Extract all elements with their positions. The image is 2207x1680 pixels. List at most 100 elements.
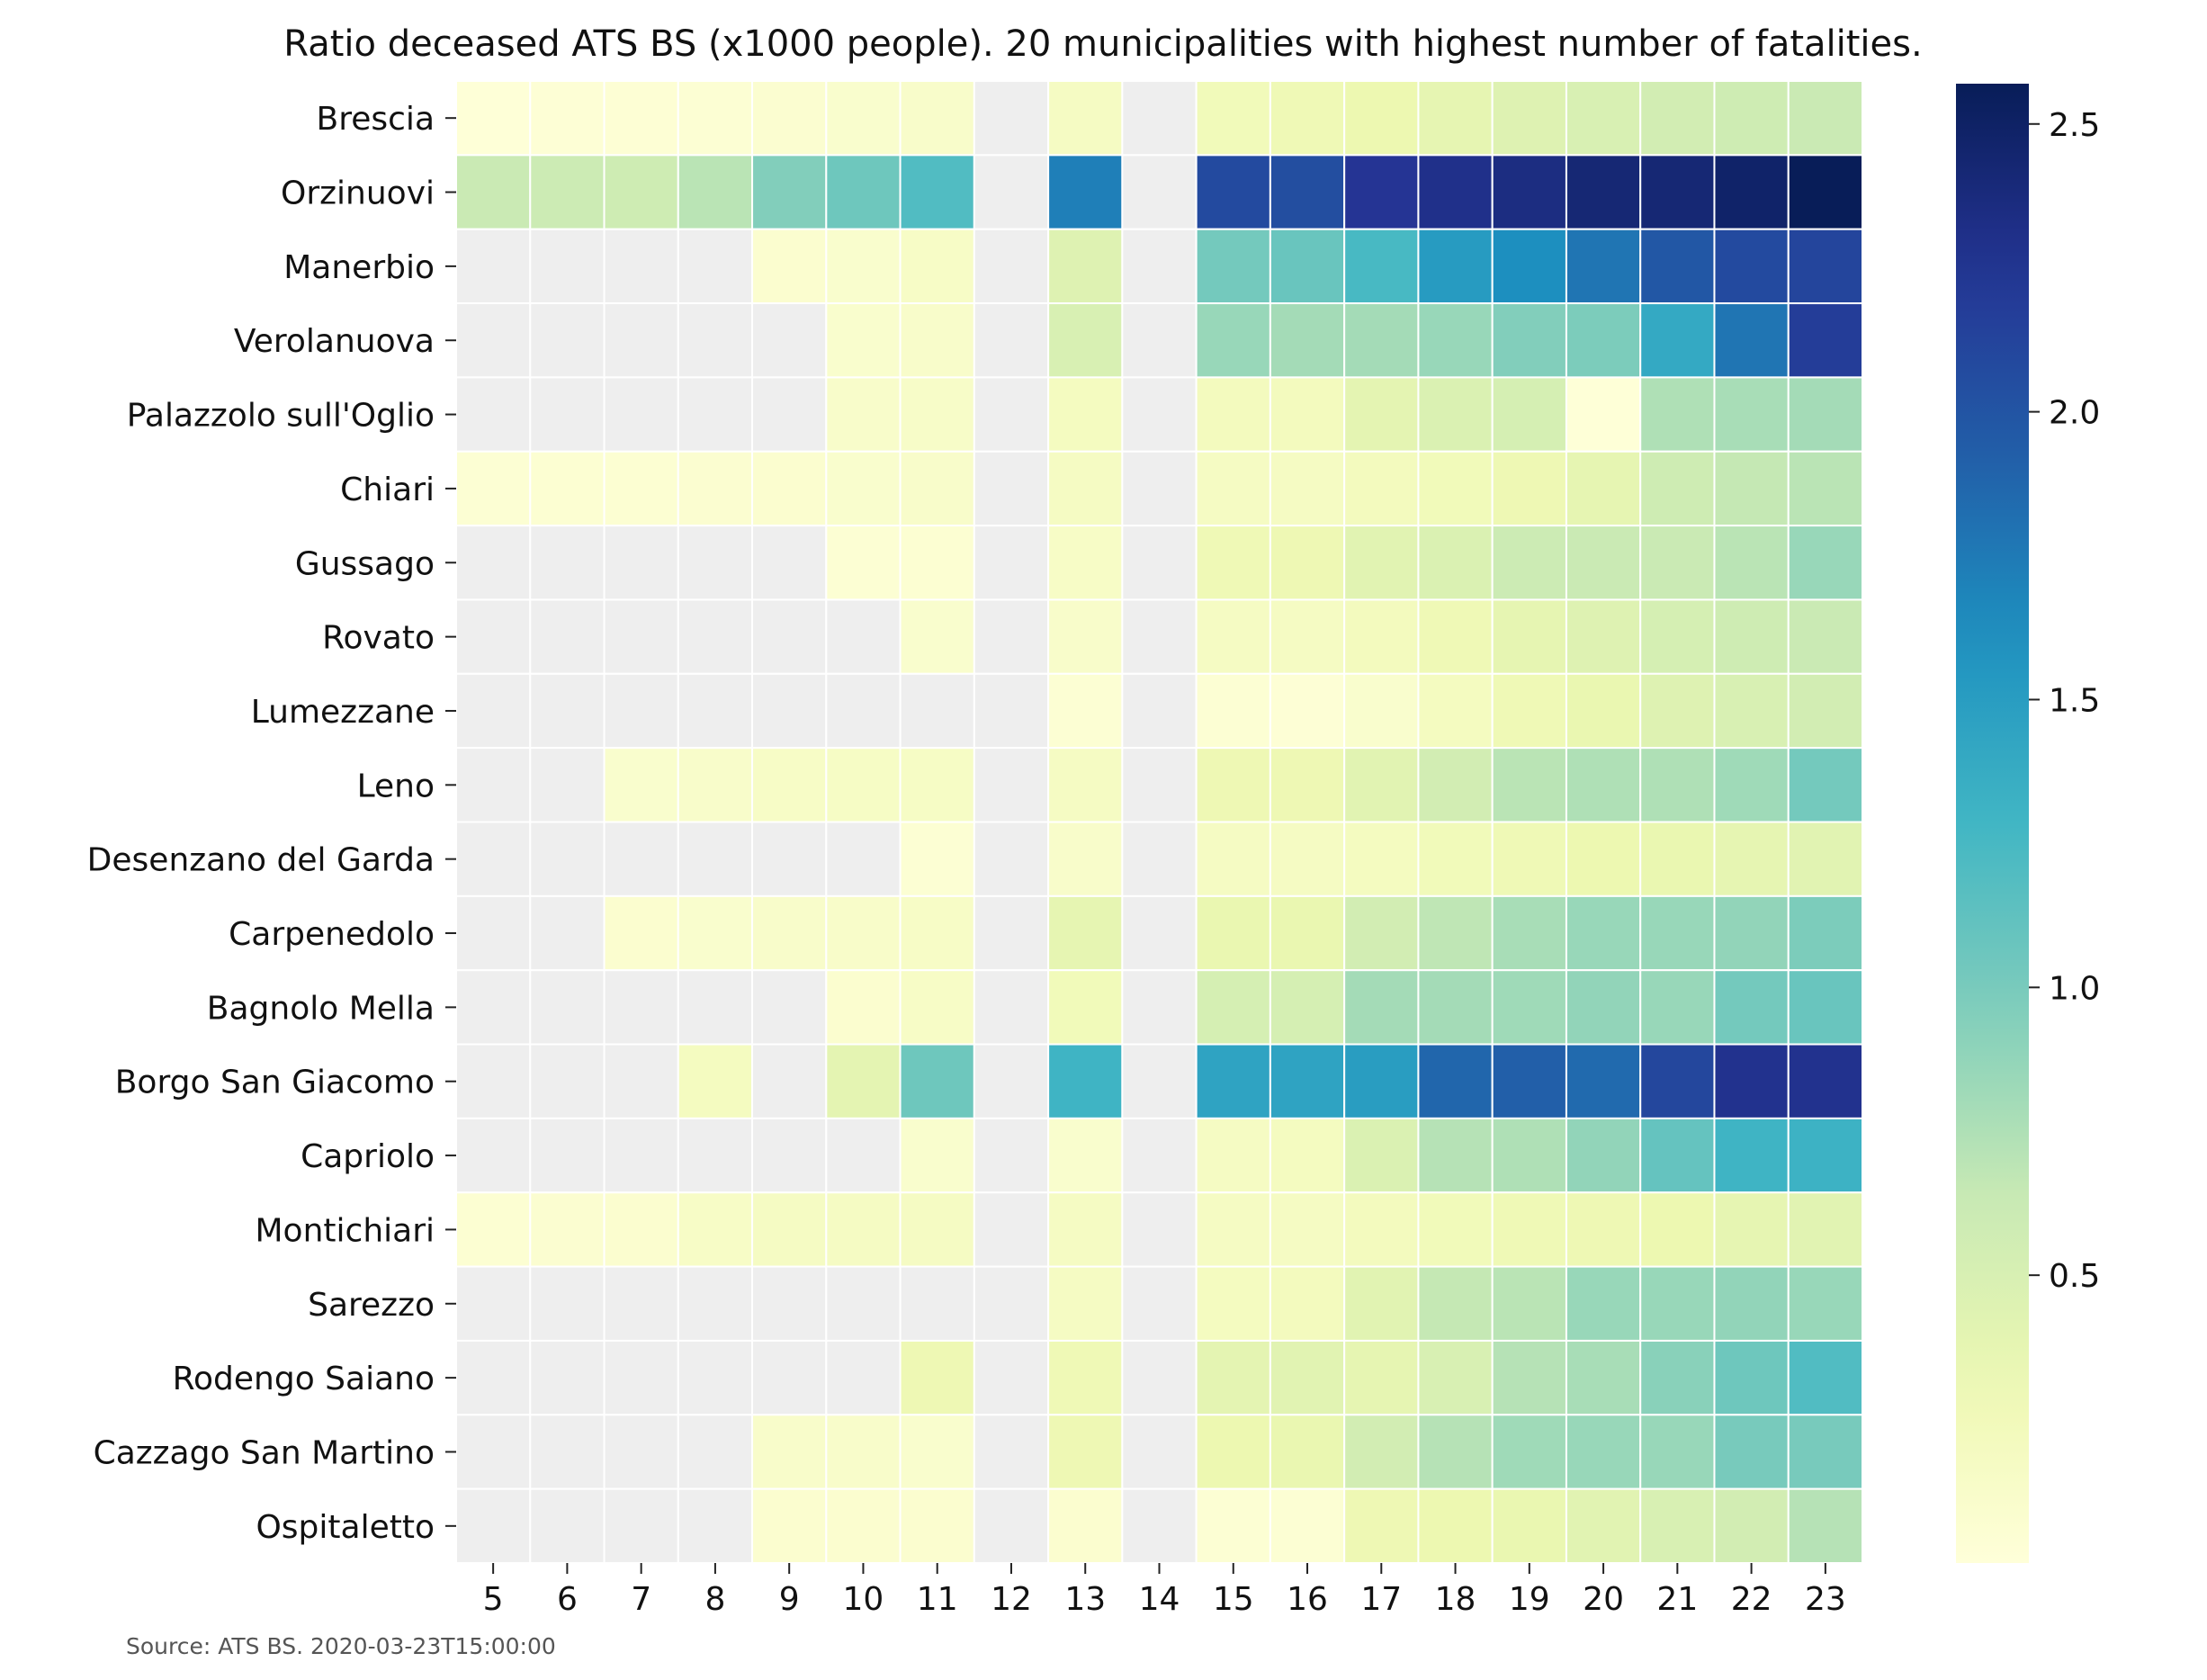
heatmap-cell xyxy=(1565,1265,1642,1342)
heatmap-cell xyxy=(1713,598,1790,675)
heatmap-cell xyxy=(1269,672,1346,750)
heatmap-cell xyxy=(1713,450,1790,527)
heatmap-cell xyxy=(1047,747,1124,823)
heatmap-cell xyxy=(1047,598,1124,675)
heatmap-cell xyxy=(1565,894,1642,972)
heatmap-cell xyxy=(529,525,606,601)
heatmap-cell xyxy=(1121,450,1198,527)
heatmap-cell xyxy=(1343,598,1420,675)
heatmap-cell xyxy=(1787,1487,1863,1565)
heatmap-cell xyxy=(1047,1043,1124,1119)
heatmap-cell xyxy=(1121,1191,1198,1268)
heatmap-cell xyxy=(825,1487,902,1565)
heatmap-cell xyxy=(825,894,902,972)
heatmap-cell xyxy=(973,821,1050,897)
heatmap-cell xyxy=(603,821,679,897)
heatmap-cell xyxy=(899,525,975,601)
colorbar-tick-label: 1.5 xyxy=(2049,682,2100,719)
heatmap-cell xyxy=(1269,894,1346,972)
heatmap-cell xyxy=(825,376,902,453)
heatmap-cell xyxy=(899,969,975,1046)
heatmap-cell xyxy=(899,747,975,823)
heatmap-cell xyxy=(1121,1117,1198,1194)
heatmap-cell xyxy=(677,154,754,230)
heatmap-cell xyxy=(899,1487,975,1565)
heatmap-cell xyxy=(1787,747,1863,823)
heatmap-cell xyxy=(677,672,754,750)
heatmap-cell xyxy=(899,598,975,675)
column-label: 14 xyxy=(1139,1581,1180,1618)
heatmap-cell xyxy=(529,1414,606,1490)
heatmap-cell xyxy=(1491,80,1567,157)
heatmap-cell xyxy=(825,1414,902,1490)
heatmap-cell xyxy=(1787,672,1863,750)
heatmap-cell xyxy=(677,821,754,897)
heatmap-cell xyxy=(899,154,975,230)
heatmap-cell xyxy=(1713,1487,1790,1565)
heatmap-cell xyxy=(1713,80,1790,157)
heatmap-cell xyxy=(1269,302,1346,379)
heatmap-cell xyxy=(677,1265,754,1342)
heatmap-cell xyxy=(1787,1414,1863,1490)
heatmap-cell xyxy=(1269,228,1346,305)
heatmap-cell xyxy=(1343,1487,1420,1565)
heatmap-cell xyxy=(603,1265,679,1342)
column-label: 16 xyxy=(1287,1581,1328,1618)
heatmap-cell xyxy=(529,1487,606,1565)
heatmap-cell xyxy=(455,1414,532,1490)
column-label: 18 xyxy=(1435,1581,1476,1618)
heatmap-cell xyxy=(1121,969,1198,1046)
heatmap-cell xyxy=(973,1265,1050,1342)
heatmap-cell xyxy=(455,672,532,750)
heatmap-cell xyxy=(751,969,828,1046)
column-label: 20 xyxy=(1583,1581,1624,1618)
heatmap-cell xyxy=(1121,1043,1198,1119)
heatmap-cell xyxy=(825,821,902,897)
heatmap-cell xyxy=(1639,1487,1716,1565)
heatmap-cell xyxy=(1195,525,1271,601)
column-label: 9 xyxy=(779,1581,800,1618)
heatmap-cell xyxy=(1713,1339,1790,1416)
heatmap-cell xyxy=(1269,1339,1346,1416)
heatmap-cell xyxy=(529,672,606,750)
heatmap-cell xyxy=(973,376,1050,453)
heatmap-cell xyxy=(825,525,902,601)
heatmap-cell xyxy=(1047,1339,1124,1416)
heatmap-cell xyxy=(973,1414,1050,1490)
heatmap-cell xyxy=(677,80,754,157)
heatmap-cell xyxy=(1195,598,1271,675)
heatmap-cell xyxy=(1787,1339,1863,1416)
heatmap-cell xyxy=(603,302,679,379)
heatmap-cell xyxy=(677,1339,754,1416)
heatmap-cell xyxy=(1121,1339,1198,1416)
heatmap-cell xyxy=(899,376,975,453)
heatmap-cell xyxy=(825,228,902,305)
heatmap-cell xyxy=(1047,1265,1124,1342)
heatmap-cell xyxy=(1343,1339,1420,1416)
heatmap-cell xyxy=(529,80,606,157)
heatmap-cell xyxy=(1787,1265,1863,1342)
heatmap-cell xyxy=(1047,450,1124,527)
row-label: Desenzano del Garda xyxy=(87,842,435,879)
heatmap-cell xyxy=(825,598,902,675)
heatmap-cell xyxy=(455,1339,532,1416)
heatmap-cell xyxy=(1121,376,1198,453)
heatmap-cell xyxy=(973,747,1050,823)
heatmap-cell xyxy=(1713,747,1790,823)
heatmap-cell xyxy=(455,969,532,1046)
heatmap-cell xyxy=(1195,80,1271,157)
heatmap-cell xyxy=(1417,1117,1494,1194)
heatmap-cell xyxy=(603,672,679,750)
heatmap-cell xyxy=(973,228,1050,305)
heatmap-cell xyxy=(899,1191,975,1268)
heatmap-cell xyxy=(1417,1043,1494,1119)
heatmap-cell xyxy=(1565,821,1642,897)
heatmap-cell xyxy=(1269,969,1346,1046)
heatmap-cell xyxy=(1047,376,1124,453)
heatmap-cell xyxy=(529,1265,606,1342)
heatmap-cell xyxy=(455,747,532,823)
heatmap-cell xyxy=(1417,894,1494,972)
heatmap-cell xyxy=(1047,1191,1124,1268)
heatmap-cell xyxy=(825,969,902,1046)
